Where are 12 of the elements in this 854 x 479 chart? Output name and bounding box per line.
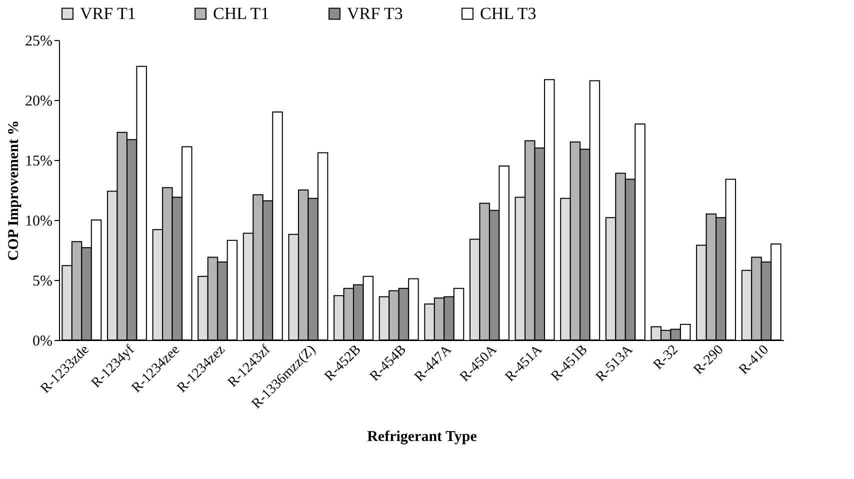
- x-axis-title: Refrigerant Type: [367, 429, 478, 446]
- y-tick-label: 10%: [25, 214, 52, 230]
- legend-label: VRF T3: [347, 4, 403, 23]
- legend-label: CHL T3: [480, 4, 536, 23]
- y-axis-title: COP Improvement %: [6, 120, 22, 261]
- y-tick-label: 20%: [25, 94, 52, 110]
- legend-label: CHL T1: [213, 4, 270, 23]
- y-tick-label: 5%: [32, 274, 52, 290]
- y-tick-label: 15%: [25, 154, 52, 170]
- legend-label: VRF T1: [80, 4, 136, 23]
- y-tick-label: 25%: [25, 34, 52, 50]
- y-tick-label: 0%: [32, 334, 52, 350]
